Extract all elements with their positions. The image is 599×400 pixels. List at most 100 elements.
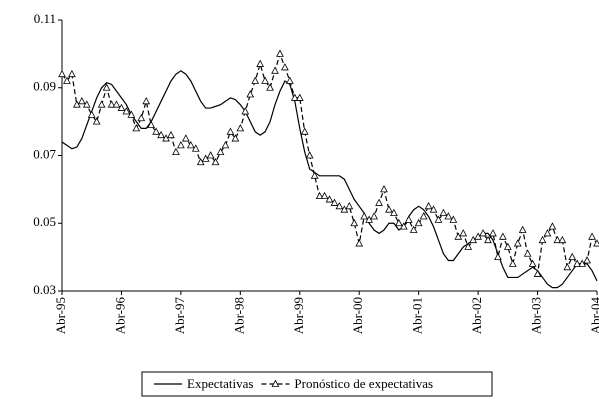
point-marker <box>310 171 319 179</box>
legend: Expectativas Pronóstico de expectativas <box>141 371 493 397</box>
y-tick-label: 0.05 <box>33 214 56 229</box>
point-marker <box>360 212 369 220</box>
point-marker <box>92 117 101 125</box>
legend-box <box>141 371 493 397</box>
point-marker <box>553 235 562 244</box>
point-marker <box>350 218 359 227</box>
point-marker <box>459 229 468 237</box>
point-marker <box>320 191 329 200</box>
point-marker <box>588 232 596 240</box>
point-marker <box>271 66 279 74</box>
point-marker <box>290 93 299 101</box>
point-marker <box>300 127 309 135</box>
point-marker <box>147 120 156 128</box>
x-tick-label: Abr-98 <box>231 297 246 334</box>
point-marker <box>107 100 116 108</box>
point-marker <box>380 185 388 193</box>
point-marker <box>157 130 165 139</box>
point-marker <box>236 124 245 132</box>
point-marker <box>122 107 131 115</box>
y-tick-label: 0.03 <box>33 282 56 297</box>
point-marker <box>117 103 126 111</box>
point-marker <box>528 259 537 267</box>
point-marker <box>548 222 557 230</box>
point-marker <box>538 235 547 244</box>
point-marker <box>177 140 185 149</box>
point-marker <box>315 191 324 200</box>
point-marker <box>63 76 71 84</box>
point-marker <box>464 242 473 250</box>
point-marker <box>97 100 106 108</box>
x-tick-label: Abr-97 <box>172 297 187 335</box>
point-marker <box>429 205 438 213</box>
point-marker <box>583 256 591 264</box>
point-marker <box>191 144 200 152</box>
point-marker <box>330 198 339 206</box>
point-marker <box>394 218 403 227</box>
point-marker <box>325 195 334 203</box>
point-marker <box>494 252 502 261</box>
point-marker <box>533 269 542 277</box>
point-marker <box>479 229 487 237</box>
point-marker <box>206 151 215 159</box>
point-marker <box>419 212 428 220</box>
y-tick-label: 0.07 <box>33 146 56 161</box>
point-marker <box>499 232 507 240</box>
point-marker <box>489 229 497 237</box>
point-marker <box>152 127 160 135</box>
y-tick-label: 0.09 <box>33 79 56 94</box>
point-marker <box>484 235 492 244</box>
x-tick-label: Abr-01 <box>410 297 425 334</box>
point-marker <box>68 69 76 78</box>
point-marker <box>112 100 121 108</box>
point-marker <box>181 134 190 142</box>
point-marker <box>424 201 433 210</box>
point-marker <box>345 201 354 210</box>
point-marker <box>409 225 418 233</box>
point-marker <box>434 215 443 223</box>
point-marker <box>414 218 423 227</box>
point-marker <box>167 130 175 139</box>
x-tick-label: Abr-02 <box>469 297 484 334</box>
point-marker <box>58 69 66 78</box>
point-marker <box>82 100 91 108</box>
series-line <box>61 70 598 289</box>
point-marker <box>216 147 225 156</box>
point-marker <box>573 259 582 267</box>
x-tick-label: Abr-95 <box>53 297 68 334</box>
point-marker <box>276 49 284 57</box>
point-marker <box>137 113 146 122</box>
point-marker <box>558 235 567 244</box>
legend-label: Expectativas <box>187 376 253 391</box>
point-marker <box>404 215 413 223</box>
point-marker <box>568 252 577 261</box>
point-marker <box>266 83 274 91</box>
point-marker <box>444 212 453 220</box>
point-marker <box>286 76 294 84</box>
point-marker <box>256 59 265 67</box>
point-marker <box>523 249 532 257</box>
point-marker <box>281 63 289 71</box>
point-marker <box>390 208 398 216</box>
x-tick-label: Abr-03 <box>529 297 544 334</box>
point-marker <box>186 140 195 149</box>
point-marker <box>142 96 151 105</box>
point-marker <box>127 110 136 118</box>
point-marker <box>518 225 527 233</box>
point-marker <box>261 76 269 84</box>
x-tick-label: Abr-04 <box>588 297 599 335</box>
point-marker <box>132 124 141 132</box>
point-marker <box>385 205 393 213</box>
point-marker <box>221 140 230 149</box>
point-marker <box>251 76 260 84</box>
point-marker <box>102 83 111 91</box>
point-marker <box>513 239 522 247</box>
x-tick-label: Abr-96 <box>112 297 127 335</box>
point-marker <box>77 96 86 105</box>
legend-marker <box>271 379 280 387</box>
point-marker <box>508 259 517 267</box>
point-marker <box>335 201 344 210</box>
point-marker <box>543 229 552 237</box>
point-marker <box>231 134 240 142</box>
